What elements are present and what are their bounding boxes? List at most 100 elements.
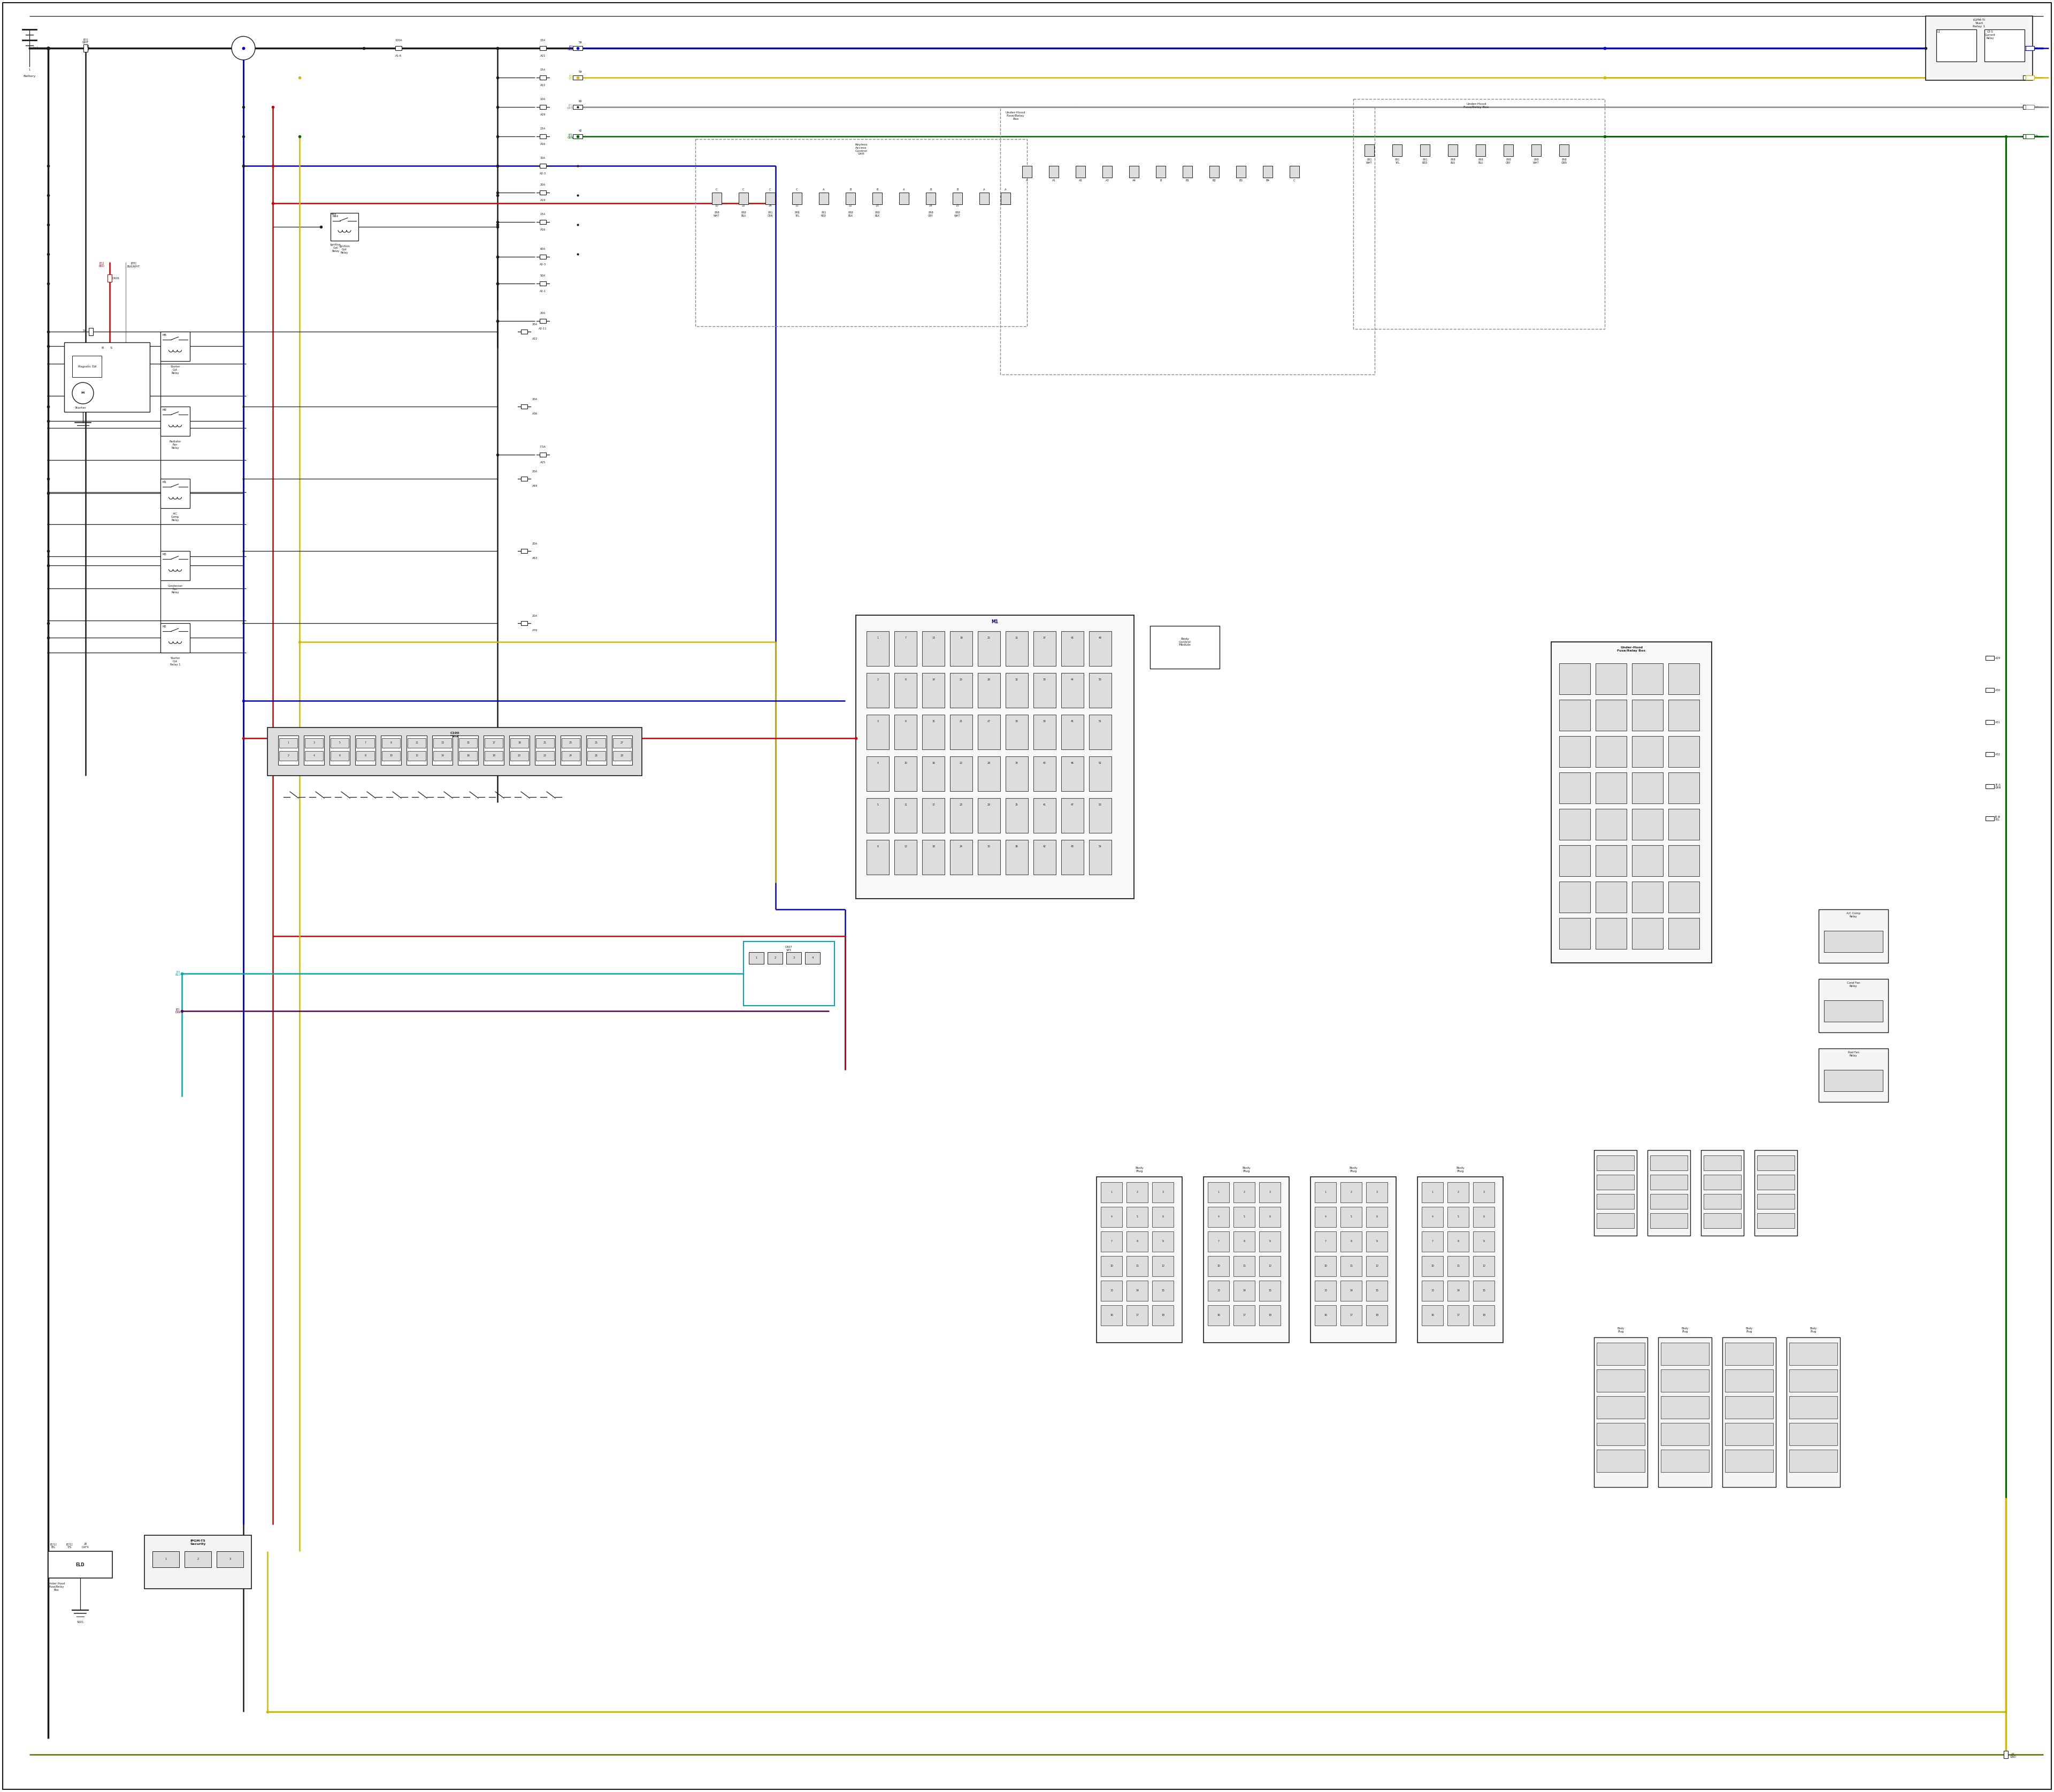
Bar (1668, 772, 1699, 803)
Bar (540, 281, 546, 285)
Bar (1824, 1000, 1884, 1021)
Bar (279, 751, 298, 760)
Bar (2025, 75, 2033, 79)
Text: 13: 13 (1216, 1290, 1220, 1292)
Bar (1754, 1150, 1797, 1236)
Text: 22: 22 (959, 762, 963, 765)
Bar (1596, 1396, 1645, 1419)
Bar (1703, 1156, 1742, 1170)
Text: L1: L1 (1937, 30, 1941, 34)
Bar (1448, 1183, 1469, 1202)
Text: 11: 11 (1243, 1265, 1247, 1267)
Bar (893, 756, 916, 790)
Bar (1393, 145, 1403, 156)
Bar (1006, 840, 1029, 874)
Bar (1259, 1305, 1280, 1326)
Text: 38: 38 (1043, 679, 1045, 681)
Text: 18: 18 (1376, 1314, 1378, 1317)
Bar (1559, 808, 1590, 840)
Bar (1725, 1423, 1773, 1446)
Bar (561, 738, 579, 747)
Bar (1596, 1369, 1645, 1392)
Bar (1101, 1256, 1121, 1276)
Bar (331, 751, 349, 760)
Text: 25: 25 (988, 636, 990, 640)
Text: A3: A3 (1105, 179, 1109, 181)
Text: 15: 15 (1267, 1290, 1271, 1292)
Text: [E]
GRN: [E] GRN (567, 134, 573, 140)
Bar (1354, 99, 1604, 330)
Text: 51: 51 (1099, 720, 1101, 722)
Bar (573, 134, 583, 138)
Bar (587, 751, 606, 760)
Text: A31: A31 (1994, 720, 2001, 724)
Text: 21: 21 (959, 720, 963, 722)
Text: 34: 34 (1015, 762, 1019, 765)
Bar (267, 728, 641, 776)
Text: A1
GND: A1 GND (2011, 1753, 2017, 1758)
Text: Cond Fan
Relay: Cond Fan Relay (1847, 982, 1861, 987)
Text: A32: A32 (1994, 753, 2001, 756)
Bar (1062, 840, 1085, 874)
Text: 20A: 20A (532, 543, 538, 545)
Text: Keyless
Access
Control
Unit: Keyless Access Control Unit (854, 143, 867, 156)
Bar (1559, 772, 1590, 803)
Text: 15: 15 (1376, 1290, 1378, 1292)
Bar (1089, 840, 1111, 874)
Text: 59: 59 (579, 41, 583, 43)
Bar (1596, 846, 1627, 876)
Bar (1089, 631, 1111, 667)
Text: C100
WHK: C100 WHK (450, 731, 460, 738)
Bar (1103, 167, 1111, 177)
Bar (1662, 1369, 1709, 1392)
Bar (978, 840, 1000, 874)
Bar (1006, 715, 1029, 749)
Bar (1259, 1281, 1280, 1301)
Bar (1662, 1450, 1709, 1471)
Bar (1259, 1231, 1280, 1253)
Circle shape (232, 36, 255, 59)
Text: 14: 14 (1243, 1290, 1245, 1292)
Text: 11: 11 (1349, 1265, 1354, 1267)
Bar (485, 738, 503, 747)
Bar (1101, 1281, 1121, 1301)
Bar (1668, 846, 1699, 876)
Bar (1594, 1337, 1647, 1487)
Bar (2023, 47, 2031, 50)
Bar (1421, 1206, 1444, 1228)
Text: 26: 26 (988, 679, 990, 681)
Text: A49: A49 (532, 484, 538, 487)
Bar (1366, 1206, 1389, 1228)
Text: 15A: 15A (540, 127, 546, 131)
Bar (1824, 930, 1884, 952)
Text: 33: 33 (1015, 720, 1019, 722)
Bar (355, 751, 374, 760)
Text: 40: 40 (1043, 762, 1045, 765)
Text: 13: 13 (1432, 1290, 1434, 1292)
Bar (926, 192, 935, 204)
Bar (867, 674, 889, 708)
Bar (612, 738, 631, 747)
Text: 8R8
BLK: 8R8 BLK (1450, 158, 1456, 165)
Text: 11: 11 (795, 204, 799, 208)
Bar (522, 405, 528, 409)
Bar (1725, 1369, 1773, 1392)
Bar (1633, 882, 1664, 912)
Bar (1234, 1281, 1255, 1301)
Text: 14: 14 (933, 679, 935, 681)
Bar (1315, 1183, 1337, 1202)
Bar (540, 453, 546, 457)
Bar (1089, 715, 1111, 749)
Bar (1341, 1281, 1362, 1301)
Bar (1668, 808, 1699, 840)
Bar (1315, 1231, 1337, 1253)
Text: 16: 16 (1109, 1314, 1113, 1317)
Bar (1986, 753, 1994, 756)
Bar (953, 192, 961, 204)
Bar (1234, 1305, 1255, 1326)
Bar (1150, 625, 1220, 668)
Bar (1263, 167, 1273, 177)
Bar (1649, 1156, 1688, 1170)
Bar (540, 47, 546, 50)
Text: [E]
DRK: [E] DRK (175, 1009, 181, 1014)
